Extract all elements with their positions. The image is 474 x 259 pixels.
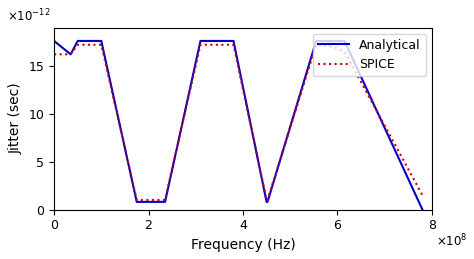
Line: SPICE: SPICE xyxy=(54,45,422,200)
Analytical xyxy=(75,39,81,42)
Analytical xyxy=(264,200,270,203)
SPICE xyxy=(68,53,73,56)
SPICE xyxy=(231,43,237,46)
Analytical xyxy=(419,208,425,211)
SPICE xyxy=(264,198,270,202)
Analytical xyxy=(162,200,168,203)
Analytical xyxy=(231,39,237,42)
Analytical xyxy=(51,39,57,42)
Analytical xyxy=(198,39,203,42)
Analytical xyxy=(134,200,139,203)
Analytical xyxy=(342,39,347,42)
Y-axis label: Jitter (sec): Jitter (sec) xyxy=(9,83,23,154)
SPICE xyxy=(264,198,269,202)
Text: $\times10^{-12}$: $\times10^{-12}$ xyxy=(7,7,50,24)
Analytical xyxy=(68,53,73,56)
Analytical xyxy=(313,39,319,42)
SPICE xyxy=(134,198,139,202)
SPICE xyxy=(75,43,81,46)
SPICE xyxy=(313,43,319,46)
Legend: Analytical, SPICE: Analytical, SPICE xyxy=(313,34,426,76)
SPICE xyxy=(51,53,57,56)
Analytical xyxy=(99,39,104,42)
SPICE xyxy=(162,198,168,202)
Analytical xyxy=(264,200,269,203)
SPICE xyxy=(342,50,347,53)
X-axis label: Frequency (Hz): Frequency (Hz) xyxy=(191,238,295,252)
Line: Analytical: Analytical xyxy=(54,41,422,210)
SPICE xyxy=(198,43,203,46)
Text: $\times10^{8}$: $\times10^{8}$ xyxy=(436,233,467,250)
SPICE xyxy=(419,194,425,197)
SPICE xyxy=(99,43,104,46)
SPICE xyxy=(330,45,336,48)
